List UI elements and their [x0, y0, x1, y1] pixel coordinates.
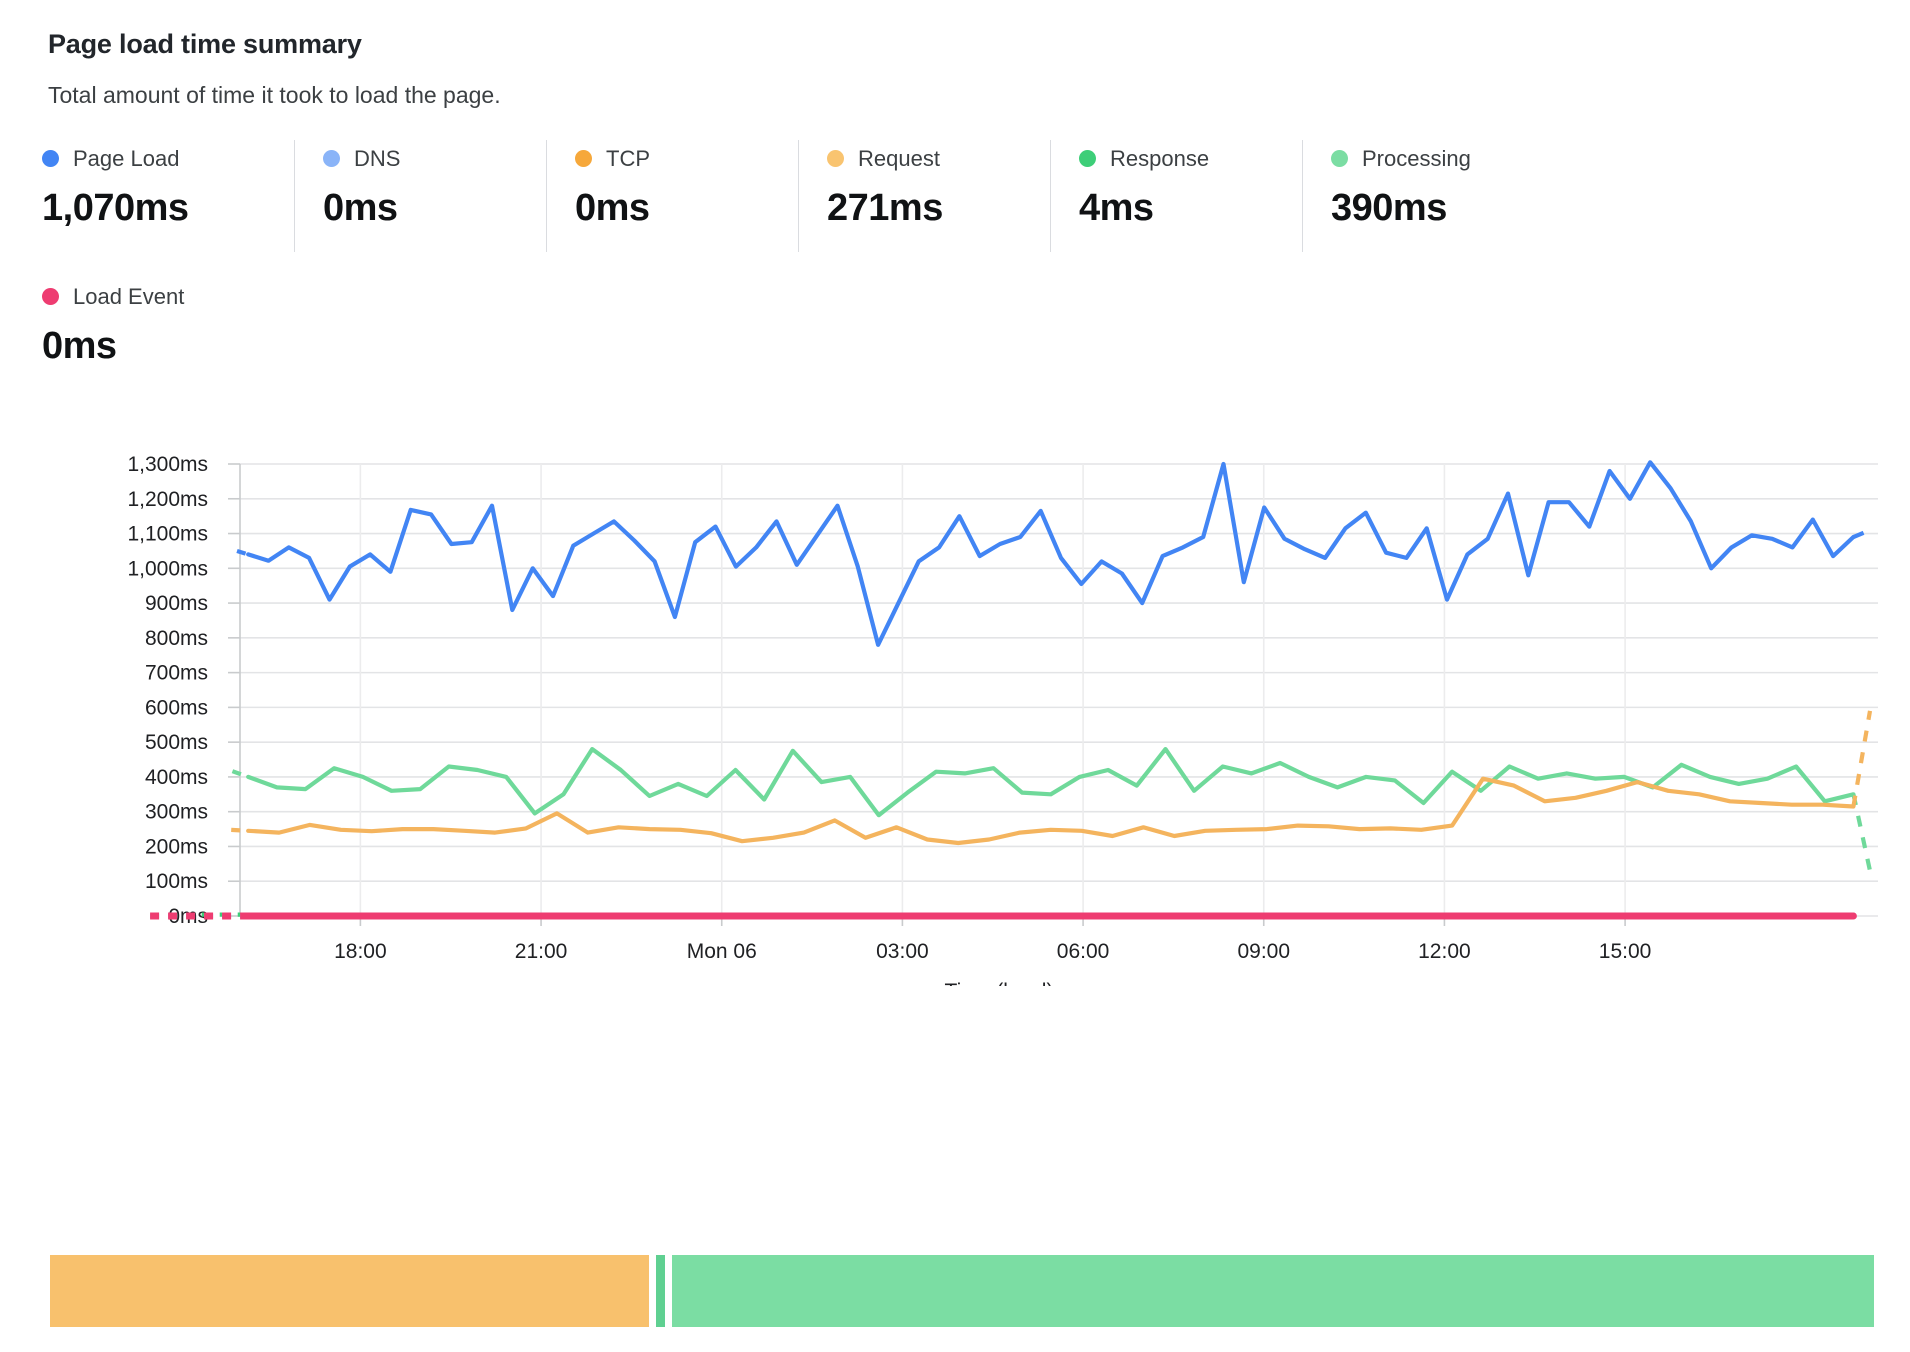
svg-text:400ms: 400ms	[145, 766, 208, 789]
svg-text:12:00: 12:00	[1418, 940, 1471, 963]
svg-text:1,200ms: 1,200ms	[127, 488, 208, 511]
legend-dot-icon	[42, 150, 59, 168]
chart-gridlines	[240, 463, 1878, 917]
svg-text:1,000ms: 1,000ms	[127, 557, 208, 580]
metric-label: Processing	[1362, 145, 1471, 171]
metrics-row-secondary: Load Event 0ms	[0, 278, 1910, 390]
metric-card-dns[interactable]: DNS 0ms	[294, 139, 546, 252]
svg-text:500ms: 500ms	[145, 731, 208, 754]
legend-dot-icon	[1079, 150, 1096, 168]
page-subtitle: Total amount of time it took to load the…	[48, 82, 501, 109]
metric-legend-page-load: Page Load	[42, 144, 294, 174]
metric-value: 0ms	[42, 324, 117, 367]
metric-label: Request	[858, 145, 940, 171]
svg-text:800ms: 800ms	[145, 627, 208, 650]
svg-text:700ms: 700ms	[145, 662, 208, 685]
metric-legend-tcp: TCP	[575, 144, 798, 174]
bar-segment-response[interactable]	[656, 1255, 666, 1327]
metric-value: 1,070ms	[42, 186, 189, 229]
metric-value: 390ms	[1331, 186, 1447, 229]
metric-card-tcp[interactable]: TCP 0ms	[546, 139, 798, 252]
metric-card-request[interactable]: Request 271ms	[798, 139, 1050, 252]
metrics-row-primary: Page Load 1,070ms DNS 0ms TCP 0ms Reques…	[0, 139, 1910, 252]
legend-dot-icon	[42, 288, 59, 306]
metric-value: 0ms	[323, 186, 398, 229]
bar-segment-divider	[665, 1255, 673, 1327]
metric-card-processing[interactable]: Processing 390ms	[1302, 139, 1554, 252]
svg-text:21:00: 21:00	[515, 940, 568, 963]
x-axis-title: Time (local)	[945, 980, 1054, 986]
metric-label: DNS	[354, 145, 401, 171]
page-title: Page load time summary	[48, 29, 362, 59]
svg-text:1,100ms: 1,100ms	[127, 523, 208, 546]
metric-value: 4ms	[1079, 186, 1154, 229]
chart-series	[150, 460, 1873, 920]
chart-x-axis: 18:00 21:00 Mon 06 03:00 06:00 09:00 12:00 15:0…	[334, 915, 1652, 963]
legend-dot-icon	[827, 150, 844, 168]
bar-segment-processing[interactable]	[672, 1255, 1874, 1327]
svg-text:15:00: 15:00	[1599, 940, 1652, 963]
svg-text:Mon 06: Mon 06	[687, 940, 757, 963]
metric-card-page-load[interactable]: Page Load 1,070ms	[42, 140, 294, 252]
bar-segment-request[interactable]	[50, 1255, 650, 1327]
chart-svg[interactable]: 1,300ms 1,200ms 1,100ms 1,000ms 900ms 800ms 70…	[0, 446, 1910, 986]
metric-label: TCP	[606, 145, 650, 171]
page-load-time-chart[interactable]: 1,300ms 1,200ms 1,100ms 1,000ms 900ms 800ms 70…	[0, 446, 1910, 986]
metric-label: Page Load	[73, 145, 180, 171]
panel-header: Page load time summary Total amount of t…	[0, 0, 1910, 110]
metric-label: Response	[1110, 145, 1210, 171]
metric-legend-processing: Processing	[1331, 144, 1554, 174]
chart-y-axis: 1,300ms 1,200ms 1,100ms 1,000ms 900ms 800ms 70…	[127, 453, 241, 928]
timing-breakdown-bar[interactable]	[50, 1255, 1874, 1327]
svg-text:03:00: 03:00	[876, 940, 929, 963]
metric-legend-request: Request	[827, 144, 1050, 174]
metric-value: 0ms	[575, 186, 650, 229]
metric-card-load-event[interactable]: Load Event 0ms	[42, 278, 294, 390]
svg-text:09:00: 09:00	[1237, 940, 1290, 963]
svg-text:200ms: 200ms	[145, 835, 208, 858]
svg-text:600ms: 600ms	[145, 696, 208, 719]
svg-text:06:00: 06:00	[1057, 940, 1110, 963]
svg-text:300ms: 300ms	[145, 801, 208, 824]
svg-text:100ms: 100ms	[145, 870, 208, 893]
metric-legend-response: Response	[1079, 144, 1302, 174]
metric-card-response[interactable]: Response 4ms	[1050, 139, 1302, 252]
legend-dot-icon	[323, 150, 340, 168]
bar-segment-divider	[649, 1255, 657, 1327]
legend-dot-icon	[1331, 150, 1348, 168]
legend-dot-icon	[575, 150, 592, 168]
metric-legend-load-event: Load Event	[42, 282, 294, 312]
metric-value: 271ms	[827, 186, 943, 229]
svg-text:18:00: 18:00	[334, 940, 387, 963]
svg-text:900ms: 900ms	[145, 592, 208, 615]
metric-label: Load Event	[73, 283, 185, 309]
metric-legend-dns: DNS	[323, 144, 546, 174]
svg-text:1,300ms: 1,300ms	[127, 453, 208, 476]
